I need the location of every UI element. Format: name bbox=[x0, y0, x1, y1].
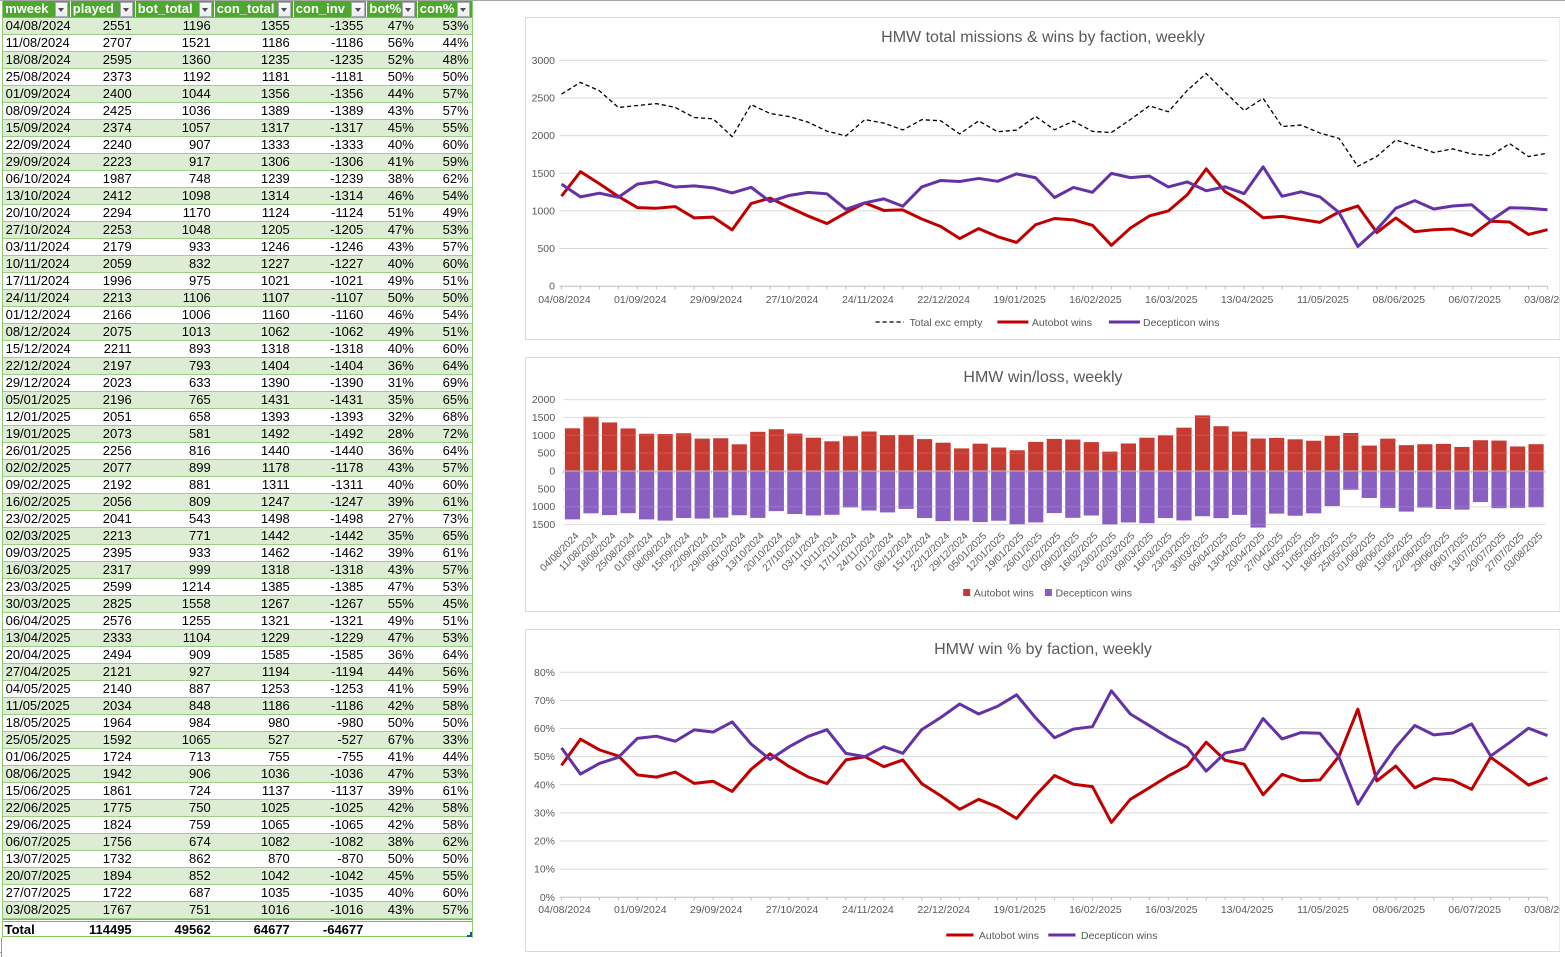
svg-text:70%: 70% bbox=[533, 695, 554, 707]
svg-text:HMW total missions & wins by f: HMW total missions & wins by faction, we… bbox=[881, 29, 1205, 46]
svg-text:06/07/2025: 06/07/2025 bbox=[1448, 294, 1501, 306]
svg-text:1500: 1500 bbox=[531, 412, 555, 424]
svg-text:40%: 40% bbox=[533, 779, 554, 791]
svg-text:2000: 2000 bbox=[531, 394, 555, 406]
svg-text:04/08/2024: 04/08/2024 bbox=[538, 904, 591, 916]
svg-text:0%: 0% bbox=[539, 892, 554, 904]
svg-text:1500: 1500 bbox=[531, 168, 555, 180]
svg-text:01/09/2024: 01/09/2024 bbox=[614, 294, 667, 306]
svg-text:13/04/2025: 13/04/2025 bbox=[1220, 904, 1273, 916]
svg-text:20%: 20% bbox=[533, 836, 554, 848]
svg-text:Decepticon wins: Decepticon wins bbox=[1081, 930, 1157, 942]
svg-text:27/10/2024: 27/10/2024 bbox=[765, 294, 818, 306]
svg-text:1500: 1500 bbox=[531, 519, 555, 531]
svg-text:3000: 3000 bbox=[531, 55, 555, 67]
svg-text:1000: 1000 bbox=[531, 205, 555, 217]
svg-text:Autobot wins: Autobot wins bbox=[973, 588, 1033, 600]
svg-text:11/05/2025: 11/05/2025 bbox=[1297, 294, 1349, 306]
svg-text:24/11/2024: 24/11/2024 bbox=[842, 904, 894, 916]
svg-text:Total exc empty: Total exc empty bbox=[909, 317, 983, 329]
svg-text:13/04/2025: 13/04/2025 bbox=[1220, 294, 1273, 306]
svg-text:16/02/2025: 16/02/2025 bbox=[1069, 294, 1122, 306]
svg-text:0: 0 bbox=[549, 281, 555, 293]
svg-text:50%: 50% bbox=[533, 751, 554, 763]
svg-text:Autobot wins: Autobot wins bbox=[978, 930, 1038, 942]
svg-text:Autobot wins: Autobot wins bbox=[1031, 317, 1091, 329]
svg-text:Decepticon wins: Decepticon wins bbox=[1055, 588, 1131, 600]
svg-text:0: 0 bbox=[549, 466, 555, 478]
svg-text:16/02/2025: 16/02/2025 bbox=[1069, 904, 1122, 916]
svg-text:19/01/2025: 19/01/2025 bbox=[993, 294, 1046, 306]
svg-text:29/09/2024: 29/09/2024 bbox=[689, 294, 742, 306]
svg-text:03/08/2025: 03/08/2025 bbox=[1524, 294, 1560, 306]
svg-text:500: 500 bbox=[537, 448, 555, 460]
svg-text:1000: 1000 bbox=[531, 430, 555, 442]
svg-text:04/08/2024: 04/08/2024 bbox=[538, 294, 591, 306]
svg-text:HMW win % by faction, weekly: HMW win % by faction, weekly bbox=[934, 641, 1152, 658]
svg-text:22/12/2024: 22/12/2024 bbox=[917, 904, 970, 916]
svg-text:24/11/2024: 24/11/2024 bbox=[842, 294, 894, 306]
svg-text:06/07/2025: 06/07/2025 bbox=[1448, 904, 1501, 916]
svg-text:60%: 60% bbox=[533, 723, 554, 735]
svg-text:80%: 80% bbox=[533, 667, 554, 679]
svg-text:03/08/2025: 03/08/2025 bbox=[1524, 904, 1560, 916]
svg-text:500: 500 bbox=[537, 243, 555, 255]
svg-text:16/03/2025: 16/03/2025 bbox=[1145, 904, 1198, 916]
svg-text:16/03/2025: 16/03/2025 bbox=[1145, 294, 1198, 306]
svg-text:29/09/2024: 29/09/2024 bbox=[689, 904, 742, 916]
svg-text:Decepticon wins: Decepticon wins bbox=[1143, 317, 1219, 329]
svg-text:2500: 2500 bbox=[531, 92, 555, 104]
svg-text:22/12/2024: 22/12/2024 bbox=[917, 294, 970, 306]
svg-text:08/06/2025: 08/06/2025 bbox=[1372, 904, 1425, 916]
svg-text:08/06/2025: 08/06/2025 bbox=[1372, 294, 1425, 306]
svg-text:1000: 1000 bbox=[531, 501, 555, 513]
svg-text:11/05/2025: 11/05/2025 bbox=[1297, 904, 1349, 916]
svg-text:10%: 10% bbox=[533, 864, 554, 876]
svg-text:19/01/2025: 19/01/2025 bbox=[993, 904, 1046, 916]
svg-text:27/10/2024: 27/10/2024 bbox=[765, 904, 818, 916]
svg-text:01/09/2024: 01/09/2024 bbox=[614, 904, 667, 916]
svg-text:500: 500 bbox=[537, 483, 555, 495]
svg-text:2000: 2000 bbox=[531, 130, 555, 142]
svg-text:HMW win/loss, weekly: HMW win/loss, weekly bbox=[963, 369, 1122, 386]
svg-text:30%: 30% bbox=[533, 807, 554, 819]
